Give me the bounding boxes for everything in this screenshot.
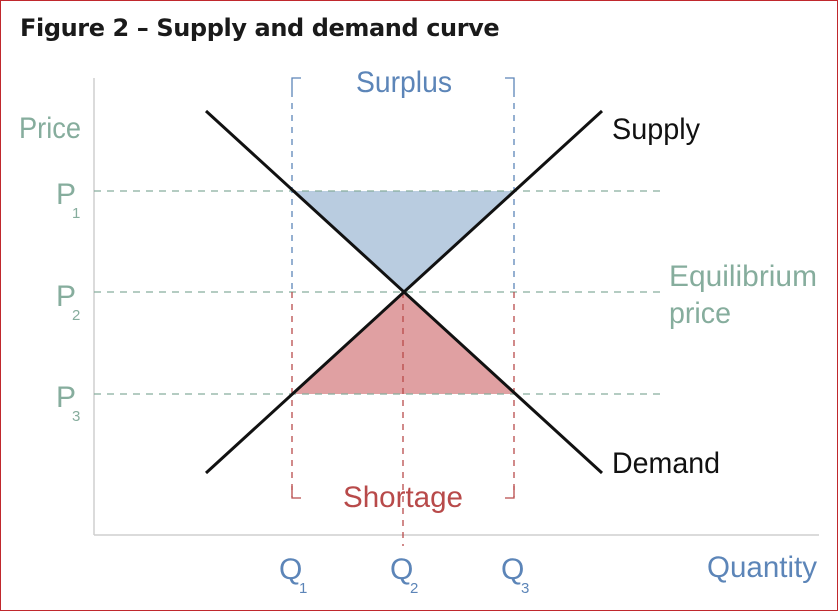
shortage-bracket-right [505, 486, 515, 499]
price-label-p1: P [56, 178, 76, 211]
equilibrium-price-label-line2: price [669, 297, 731, 330]
quantity-label-q3-sub: 3 [521, 580, 529, 597]
quantity-label-q2-sub: 2 [410, 580, 418, 597]
demand-label: Demand [612, 447, 720, 480]
y-axis-label: Price [19, 112, 81, 145]
price-label-p3: P [56, 381, 76, 414]
surplus-bracket [291, 77, 301, 91]
price-label-p1-sub: 1 [72, 205, 80, 222]
price-label-p2-sub: 2 [72, 307, 80, 324]
quantity-label-q3: Q [501, 553, 524, 586]
surplus-bracket-right [505, 77, 515, 91]
x-axis-label: Quantity [707, 551, 817, 584]
surplus-label: Surplus [356, 66, 452, 99]
supply-label: Supply [612, 113, 700, 146]
surplus-area [292, 191, 514, 292]
price-label-p3-sub: 3 [72, 408, 80, 425]
equilibrium-price-label-line1: Equilibrium [669, 260, 817, 293]
figure-title: Figure 2 – Supply and demand curve [20, 14, 500, 42]
quantity-label-q1: Q [279, 553, 302, 586]
shortage-label: Shortage [343, 481, 463, 514]
price-label-p2: P [56, 280, 76, 313]
shortage-bracket [291, 486, 301, 499]
supply-curve [204, 109, 604, 475]
quantity-label-q1-sub: 1 [299, 580, 307, 597]
quantity-label-q2: Q [390, 553, 413, 586]
